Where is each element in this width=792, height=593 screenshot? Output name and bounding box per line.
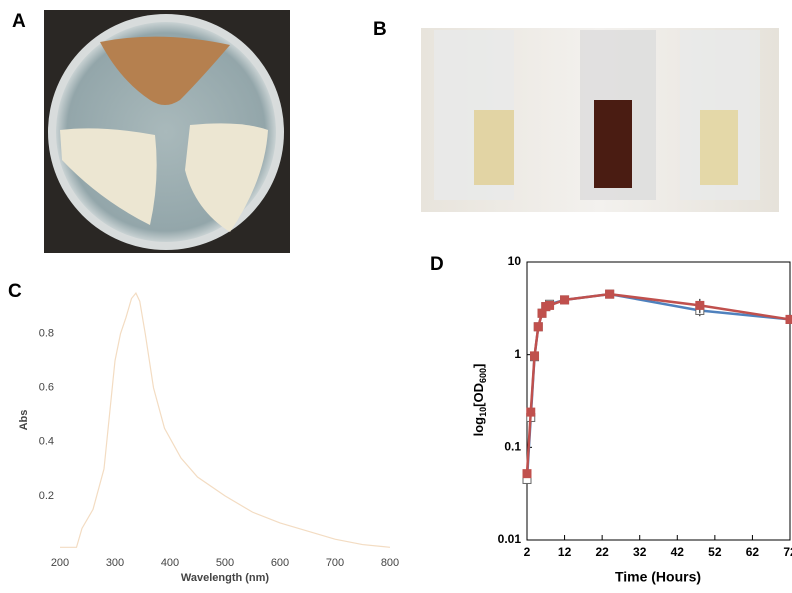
x-tick-label: 72 bbox=[783, 545, 792, 559]
photo-plate bbox=[44, 10, 290, 253]
data-marker bbox=[695, 300, 705, 310]
data-marker bbox=[522, 469, 532, 479]
y-tick-label: 0.2 bbox=[39, 490, 54, 502]
x-tick-label: 400 bbox=[161, 557, 179, 569]
data-line bbox=[60, 291, 391, 548]
y-axis-title: log10[OD600] bbox=[471, 364, 488, 437]
data-marker bbox=[545, 300, 555, 310]
y-tick-label: 0.4 bbox=[39, 436, 54, 448]
data-line bbox=[525, 292, 791, 474]
x-tick-label: 62 bbox=[746, 545, 760, 559]
x-tick-label: 12 bbox=[558, 545, 572, 559]
y-tick-label: 0.01 bbox=[498, 532, 522, 546]
y-axis-title-part: log bbox=[471, 417, 486, 437]
y-tick-label: 0.1 bbox=[504, 440, 521, 454]
x-axis-title: Time (Hours) bbox=[615, 569, 701, 585]
panel-label: B bbox=[373, 19, 387, 40]
data-marker bbox=[533, 322, 543, 332]
plot-frame bbox=[526, 261, 791, 541]
x-tick-label: 700 bbox=[326, 557, 344, 569]
y-axis-title-part: [OD bbox=[471, 383, 486, 407]
data-marker bbox=[526, 407, 536, 417]
y-axis-title-part: 600 bbox=[478, 368, 488, 383]
photo-cuvettes bbox=[421, 28, 779, 212]
data-marker bbox=[530, 351, 540, 361]
x-axis-title: Wavelength (nm) bbox=[181, 572, 270, 584]
y-axis-title-part: 10 bbox=[478, 407, 488, 417]
y-axis-title-part: ] bbox=[471, 364, 486, 368]
y-tick-label: 1 bbox=[514, 347, 521, 361]
x-tick-label: 2 bbox=[524, 545, 531, 559]
x-tick-label: 52 bbox=[708, 545, 722, 559]
y-tick-label: 0.6 bbox=[39, 382, 54, 394]
y-tick-label: 10 bbox=[508, 254, 522, 268]
data-marker bbox=[605, 289, 615, 299]
panel-label: A bbox=[12, 11, 26, 32]
panel-label: C bbox=[8, 281, 22, 302]
x-tick-label: 32 bbox=[633, 545, 647, 559]
x-tick-label: 500 bbox=[216, 557, 234, 569]
x-tick-label: 300 bbox=[106, 557, 124, 569]
x-tick-label: 200 bbox=[51, 557, 69, 569]
x-tick-label: 600 bbox=[271, 557, 289, 569]
data-marker bbox=[785, 314, 792, 324]
data-line bbox=[525, 292, 791, 480]
x-tick-label: 22 bbox=[595, 545, 609, 559]
y-axis-title: Abs bbox=[18, 410, 30, 431]
data-marker bbox=[560, 295, 570, 305]
panel-label: D bbox=[430, 254, 444, 275]
x-tick-label: 42 bbox=[671, 545, 685, 559]
x-tick-label: 800 bbox=[381, 557, 399, 569]
y-tick-label: 0.8 bbox=[39, 328, 54, 340]
